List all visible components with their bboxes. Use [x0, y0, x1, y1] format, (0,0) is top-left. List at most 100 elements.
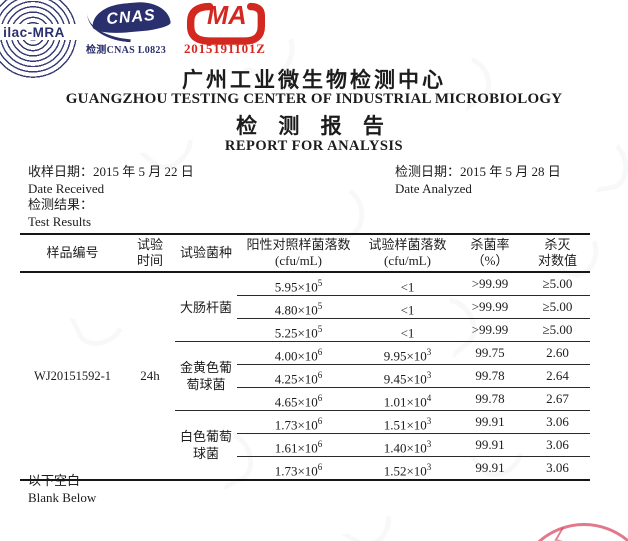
- exponent: 5: [317, 278, 323, 288]
- log-value: ≥5.00: [542, 299, 573, 314]
- date-received-label-cn: 收样日期：: [28, 164, 94, 179]
- date-received-value: 2015 年 5 月 22 日: [93, 164, 194, 179]
- log-value: ≥5.00: [542, 322, 573, 337]
- log-value: 2.67: [546, 391, 569, 406]
- date-analyzed-value: 2015 年 5 月 28 日: [460, 164, 561, 179]
- positive-count: 4.25×106: [237, 365, 360, 387]
- col-header-text: (cfu/mL): [275, 253, 322, 268]
- value: 1.73×10: [274, 463, 318, 479]
- table-row: 4.65×106 1.01×104 99.78 2.67: [237, 387, 590, 410]
- group-rows: 4.00×106 9.95×103 99.75 2.60 4.25×106 9.…: [237, 342, 590, 410]
- exponent: 6: [317, 370, 323, 380]
- test-count: 9.45×103: [360, 365, 455, 387]
- strain-group-white-staph: 白色葡萄球菌 1.73×106 1.51×103 99.91 3.06 1.61…: [175, 410, 590, 479]
- test-results-label-en: Test Results: [28, 213, 92, 229]
- positive-count: 5.25×105: [237, 319, 360, 341]
- kill-rate: 99.91: [475, 437, 505, 452]
- table-row: 4.00×106 9.95×103 99.75 2.60: [237, 342, 590, 364]
- col-header-text: 试验样菌落数: [368, 237, 447, 252]
- positive-count: 4.65×106: [237, 388, 360, 410]
- col-header-sample-id: 样品编号: [20, 235, 125, 271]
- col-header-text: 试验: [136, 237, 163, 252]
- table-row: 1.61×106 1.40×103 99.91 3.06: [237, 433, 590, 456]
- date-received-line: 收样日期：2015 年 5 月 22 日: [28, 164, 194, 181]
- log-value: 3.06: [546, 460, 569, 475]
- strain-name: 白色葡萄球菌: [179, 429, 232, 461]
- value: 1.73×10: [274, 417, 318, 433]
- col-header-log-value: 杀灭 对数值: [525, 235, 590, 271]
- exponent: 6: [317, 416, 323, 426]
- sample-id-cell: WJ20151592-1: [33, 368, 112, 383]
- value: 1.61×10: [274, 440, 318, 456]
- value: 1.40×10: [383, 440, 427, 456]
- col-header-positive-control: 阳性对照样菌落数 (cfu/mL): [237, 235, 360, 271]
- col-header-text: 样品编号: [46, 245, 99, 260]
- exponent: 4: [426, 393, 432, 403]
- value: 4.80×10: [274, 302, 318, 318]
- results-table: 样品编号 试验 时间 试验菌种 阳性对照样菌落数 (cfu/mL) 试验样菌落数 (c…: [20, 233, 590, 481]
- blank-below-block: 以下空白 Blank Below: [28, 473, 96, 506]
- strain-name: 金黄色葡萄球菌: [179, 360, 232, 392]
- col-header-kill-rate: 杀菌率 （%）: [455, 235, 525, 271]
- cnas-badge-icon: CNAS: [90, 0, 172, 36]
- col-header-text: 对数值: [537, 253, 577, 268]
- blank-below-en: Blank Below: [28, 489, 97, 505]
- table-row: 5.25×105 <1 >99.99 ≥5.00: [237, 318, 590, 341]
- test-count: 9.95×103: [360, 342, 455, 364]
- cma-logo-icon: MA: [186, 2, 266, 45]
- col-header-text: （%）: [471, 253, 509, 268]
- log-value: 2.64: [546, 368, 569, 383]
- col-header-text: 杀菌率: [470, 237, 510, 252]
- strain-group-ecoli: 大肠杆菌 5.95×105 <1 >99.99 ≥5.00 4.80×105 <…: [175, 273, 590, 341]
- ilac-mra-text: ilac-MRA: [3, 24, 65, 40]
- log-value: 3.06: [546, 414, 569, 429]
- col-header-test-time: 试验 时间: [125, 235, 175, 271]
- value: 4.65×10: [274, 394, 318, 410]
- cnas-text: CNAS: [105, 6, 157, 28]
- positive-count: 1.61×106: [237, 434, 360, 456]
- test-count: <1: [360, 296, 455, 318]
- exponent: 3: [426, 439, 432, 449]
- date-received-label-en: Date Received: [28, 180, 105, 196]
- test-count: 1.01×104: [360, 388, 455, 410]
- col-header-text: 阳性对照样菌落数: [246, 237, 351, 252]
- value: 9.45×10: [383, 371, 427, 387]
- log-value: ≥5.00: [542, 276, 573, 291]
- value: 4.00×10: [274, 348, 318, 364]
- value: 5.95×10: [274, 279, 318, 295]
- test-time-cell: 24h: [140, 368, 160, 383]
- meta-left-block: 收样日期：2015 年 5 月 22 日 Date Received 检测结果：…: [28, 164, 194, 230]
- kill-rate: 99.91: [475, 414, 505, 429]
- exponent: 6: [317, 347, 323, 357]
- positive-count: 1.73×106: [237, 411, 360, 433]
- date-analyzed-label-cn: 检测日期：: [395, 164, 461, 179]
- exponent: 5: [317, 301, 323, 311]
- report-title-en: REPORT FOR ANALYSIS: [224, 138, 404, 154]
- test-count: 1.51×103: [360, 411, 455, 433]
- meta-right-block: 检测日期：2015 年 5 月 28 日 Date Analyzed: [395, 164, 561, 197]
- cma-license-number: 2015191101Z: [184, 41, 266, 56]
- value: <1: [400, 325, 415, 341]
- log-value: 2.60: [546, 345, 569, 360]
- strain-groups: 大肠杆菌 5.95×105 <1 >99.99 ≥5.00 4.80×105 <…: [175, 273, 590, 479]
- exponent: 5: [317, 324, 323, 334]
- group-rows: 1.73×106 1.51×103 99.91 3.06 1.61×106 1.…: [237, 411, 590, 479]
- table-header-row: 样品编号 试验 时间 试验菌种 阳性对照样菌落数 (cfu/mL) 试验样菌落数 (c…: [20, 235, 590, 273]
- watermark-texture: [340, 493, 400, 541]
- col-header-test-sample: 试验样菌落数 (cfu/mL): [360, 235, 455, 271]
- exponent: 6: [317, 462, 323, 472]
- value: 4.25×10: [274, 371, 318, 387]
- exponent: 3: [426, 416, 432, 426]
- value: <1: [400, 302, 415, 318]
- value: <1: [400, 279, 415, 295]
- test-count: 1.40×103: [360, 434, 455, 456]
- value: 1.51×10: [383, 417, 427, 433]
- test-count: 1.52×103: [360, 457, 455, 479]
- col-header-text: 试验菌种: [179, 245, 232, 260]
- center-title-en: GUANGZHOU TESTING CENTER OF INDUSTRIAL M…: [65, 91, 563, 107]
- date-analyzed-line: 检测日期：2015 年 5 月 28 日: [395, 164, 561, 181]
- table-row: 5.95×105 <1 >99.99 ≥5.00: [237, 273, 590, 295]
- ilac-mra-label: ilac-MRA: [0, 24, 87, 40]
- col-header-text: 杀灭: [544, 237, 571, 252]
